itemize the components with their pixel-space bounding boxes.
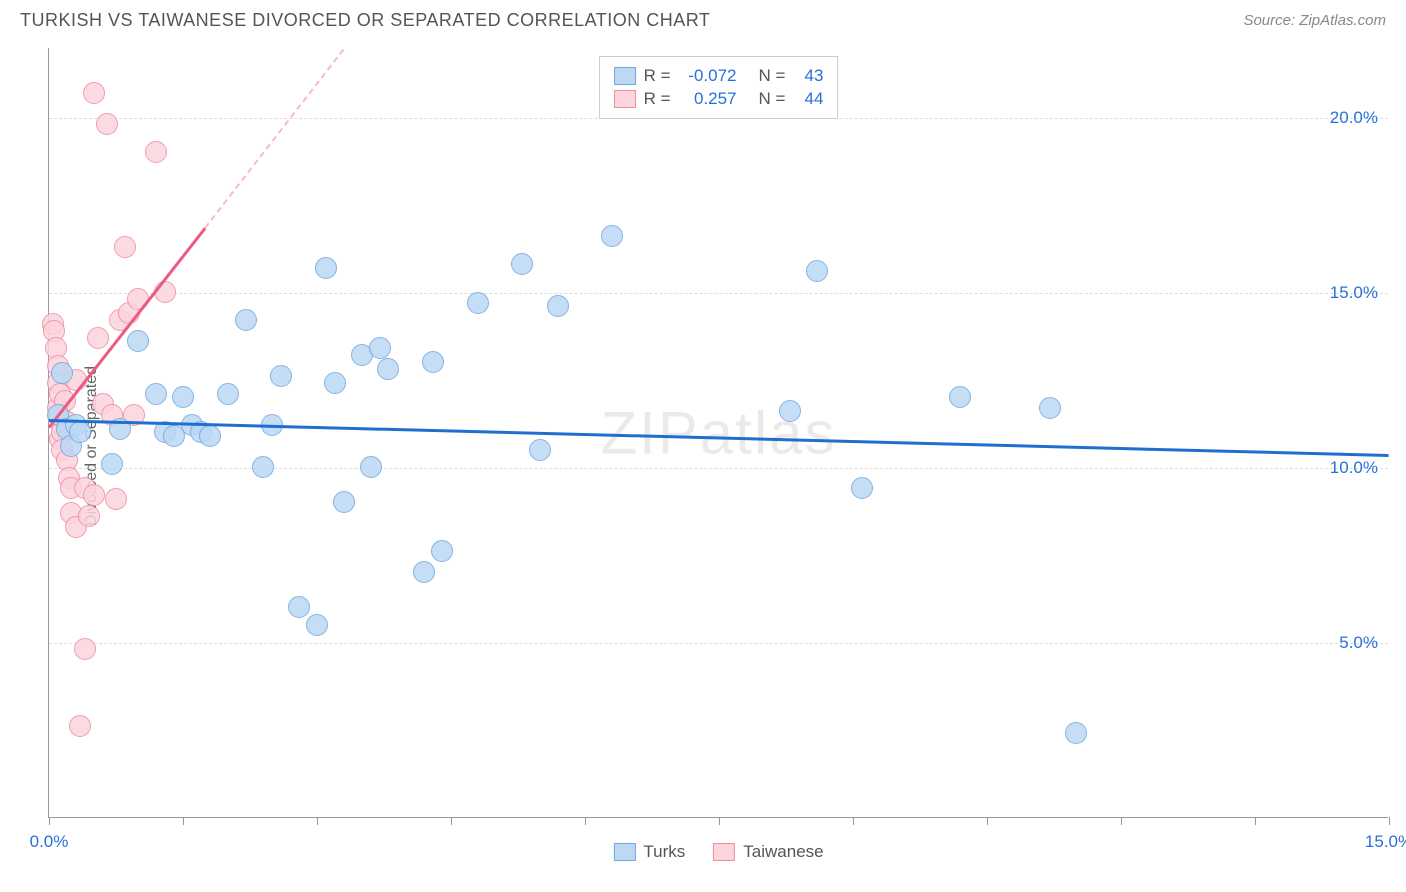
x-tick: [585, 817, 586, 825]
data-point-turks: [547, 295, 569, 317]
legend-swatch: [613, 843, 635, 861]
data-point-taiwanese: [96, 113, 118, 135]
source-attribution: Source: ZipAtlas.com: [1243, 12, 1386, 29]
data-point-turks: [235, 309, 257, 331]
legend-swatch: [614, 90, 636, 108]
data-point-turks: [69, 421, 91, 443]
data-point-turks: [288, 596, 310, 618]
x-tick: [987, 817, 988, 825]
legend-item: Turks: [613, 842, 685, 862]
y-tick-label: 10.0%: [1330, 458, 1378, 478]
data-point-turks: [217, 383, 239, 405]
data-point-turks: [51, 362, 73, 384]
stats-row-taiwanese: R = 0.257 N = 44: [614, 89, 824, 109]
gridline: [49, 293, 1388, 294]
data-point-turks: [1039, 397, 1061, 419]
x-tick-label: 0.0%: [30, 832, 69, 852]
x-tick-label: 15.0%: [1365, 832, 1406, 852]
x-tick: [1255, 817, 1256, 825]
data-point-turks: [270, 365, 292, 387]
data-point-taiwanese: [74, 638, 96, 660]
data-point-turks: [413, 561, 435, 583]
x-tick: [183, 817, 184, 825]
y-tick-label: 5.0%: [1339, 633, 1378, 653]
x-tick: [1121, 817, 1122, 825]
trend-line: [49, 419, 1389, 457]
data-point-taiwanese: [83, 484, 105, 506]
data-point-turks: [806, 260, 828, 282]
scatter-chart: ZIPatlas R =-0.072N =43R =0.257N =44 Tur…: [48, 48, 1388, 818]
data-point-turks: [369, 337, 391, 359]
legend-swatch: [614, 67, 636, 85]
data-point-taiwanese: [114, 236, 136, 258]
data-point-taiwanese: [83, 82, 105, 104]
data-point-turks: [324, 372, 346, 394]
x-tick: [853, 817, 854, 825]
n-label: N =: [759, 89, 786, 109]
x-tick: [49, 817, 50, 825]
trend-line: [205, 48, 345, 228]
x-tick: [451, 817, 452, 825]
legend-label: Turks: [643, 842, 685, 862]
legend-swatch: [713, 843, 735, 861]
data-point-turks: [949, 386, 971, 408]
data-point-turks: [431, 540, 453, 562]
r-label: R =: [644, 89, 671, 109]
data-point-turks: [101, 453, 123, 475]
legend-label: Taiwanese: [743, 842, 823, 862]
n-value: 44: [793, 89, 823, 109]
series-legend: Turks Taiwanese: [613, 842, 823, 862]
data-point-turks: [422, 351, 444, 373]
n-label: N =: [759, 66, 786, 86]
gridline: [49, 468, 1388, 469]
x-tick: [1389, 817, 1390, 825]
data-point-turks: [360, 456, 382, 478]
stats-row-turks: R = -0.072 N = 43: [614, 66, 824, 86]
chart-title: TURKISH VS TAIWANESE DIVORCED OR SEPARAT…: [20, 10, 710, 31]
data-point-taiwanese: [145, 141, 167, 163]
data-point-turks: [145, 383, 167, 405]
data-point-taiwanese: [69, 715, 91, 737]
data-point-turks: [467, 292, 489, 314]
data-point-turks: [601, 225, 623, 247]
y-tick-label: 20.0%: [1330, 108, 1378, 128]
x-tick: [719, 817, 720, 825]
data-point-turks: [172, 386, 194, 408]
data-point-turks: [199, 425, 221, 447]
data-point-turks: [306, 614, 328, 636]
r-label: R =: [644, 66, 671, 86]
stats-legend: R = -0.072 N = 43 R = 0.257 N = 44: [599, 56, 839, 119]
data-point-turks: [252, 456, 274, 478]
data-point-turks: [315, 257, 337, 279]
data-point-turks: [127, 330, 149, 352]
data-point-turks: [333, 491, 355, 513]
data-point-turks: [851, 477, 873, 499]
data-point-taiwanese: [105, 488, 127, 510]
legend-item: Taiwanese: [713, 842, 823, 862]
data-point-turks: [511, 253, 533, 275]
r-value: 0.257: [679, 89, 737, 109]
n-value: 43: [793, 66, 823, 86]
data-point-taiwanese: [154, 281, 176, 303]
r-value: -0.072: [679, 66, 737, 86]
data-point-turks: [1065, 722, 1087, 744]
data-point-taiwanese: [78, 505, 100, 527]
data-point-taiwanese: [87, 327, 109, 349]
x-tick: [317, 817, 318, 825]
gridline: [49, 643, 1388, 644]
data-point-turks: [529, 439, 551, 461]
data-point-turks: [377, 358, 399, 380]
data-point-turks: [779, 400, 801, 422]
y-tick-label: 15.0%: [1330, 283, 1378, 303]
